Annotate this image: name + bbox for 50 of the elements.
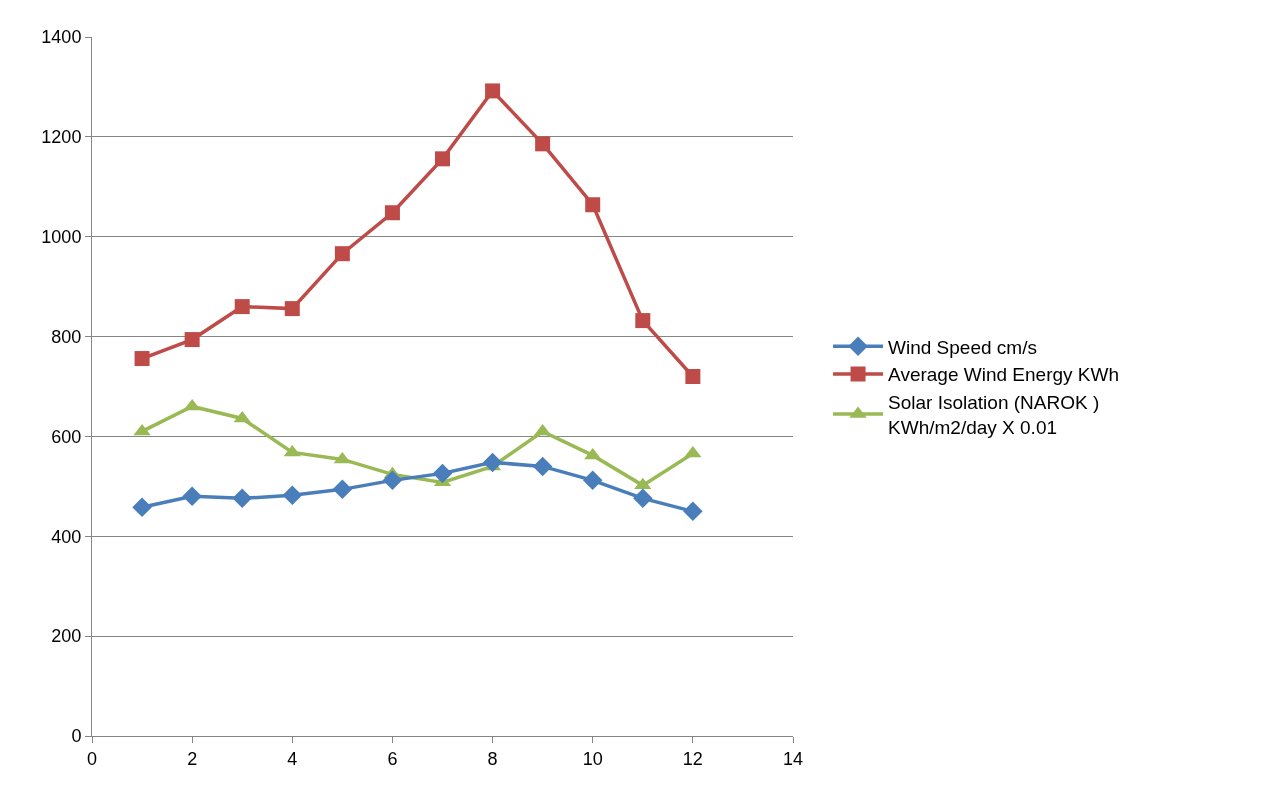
y-tick-label: 400 bbox=[51, 526, 82, 547]
x-tick-label: 14 bbox=[782, 748, 804, 769]
point bbox=[683, 501, 703, 522]
point bbox=[233, 410, 251, 423]
point bbox=[482, 452, 503, 473]
y-tick-label: 1000 bbox=[41, 227, 82, 248]
y-tick-label: 1200 bbox=[41, 127, 82, 148]
point bbox=[485, 83, 501, 99]
x-tick-label: 10 bbox=[582, 748, 603, 769]
point bbox=[635, 313, 651, 329]
point bbox=[535, 136, 551, 152]
point bbox=[232, 488, 252, 509]
point bbox=[685, 369, 701, 385]
x-tick-label: 2 bbox=[187, 748, 198, 769]
point bbox=[634, 477, 652, 490]
y-tick-label: 800 bbox=[51, 326, 82, 347]
legend-label: Wind Speed cm/s bbox=[888, 336, 1037, 358]
point bbox=[134, 351, 150, 367]
point bbox=[183, 398, 201, 411]
x-tick-label: 6 bbox=[387, 748, 398, 769]
legend-label: Average Wind Energy KWh bbox=[888, 364, 1119, 386]
x-tick-label: 4 bbox=[287, 748, 298, 769]
point bbox=[633, 488, 653, 509]
point bbox=[382, 470, 403, 491]
x-tick-label: 0 bbox=[86, 748, 98, 769]
x-tick-label: 8 bbox=[487, 748, 498, 769]
y-tick-label: 200 bbox=[51, 626, 82, 647]
point bbox=[384, 205, 400, 221]
point bbox=[432, 463, 453, 484]
point bbox=[334, 246, 350, 262]
point bbox=[133, 423, 151, 436]
point bbox=[332, 479, 353, 500]
point bbox=[684, 445, 702, 458]
y-tick-label: 600 bbox=[51, 426, 82, 447]
y-tick-label: 0 bbox=[71, 726, 82, 747]
point bbox=[234, 299, 250, 315]
point bbox=[532, 456, 553, 477]
x-tick-label: 12 bbox=[682, 748, 703, 769]
point bbox=[284, 301, 300, 317]
point bbox=[584, 447, 602, 460]
point bbox=[582, 470, 603, 491]
point bbox=[435, 151, 450, 167]
point bbox=[282, 485, 303, 506]
y-tick-label: 1400 bbox=[41, 27, 82, 48]
point bbox=[132, 497, 152, 518]
point bbox=[184, 332, 200, 348]
legend-label: Solar Isolation (NAROK ) KWh/m2/day X 0.01 bbox=[888, 392, 1100, 438]
point bbox=[182, 486, 202, 507]
point bbox=[283, 444, 301, 457]
point bbox=[585, 197, 601, 213]
